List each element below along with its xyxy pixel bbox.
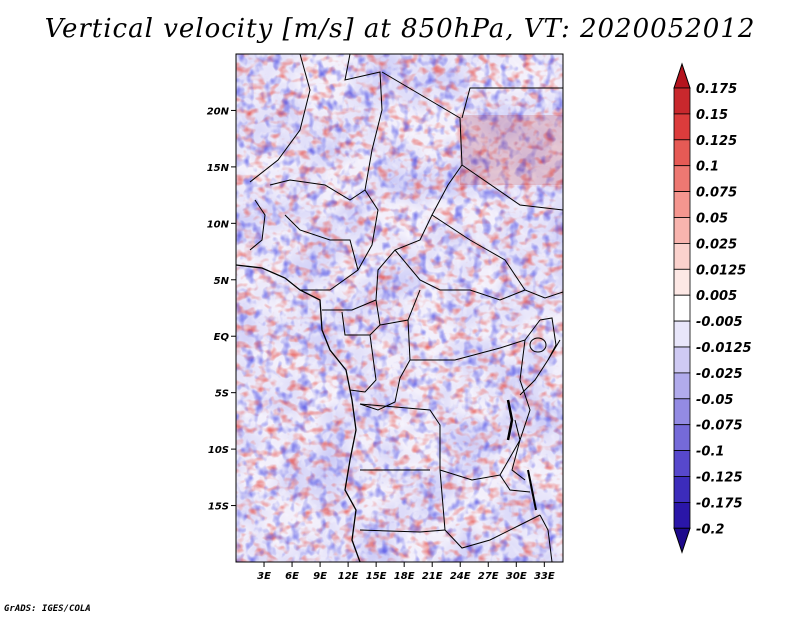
colorbar-label: 0.005 xyxy=(696,289,737,304)
y-tick-label: 20N xyxy=(207,106,230,117)
colorbar-swatch xyxy=(673,113,691,141)
colorbar: 0.175 0.15 0.125 0.1 0.075 0.05 0.025 0.0125 0.0… xyxy=(673,62,752,554)
colorbar-swatch xyxy=(673,346,691,374)
colorbar-swatch xyxy=(673,372,691,400)
colorbar-label: -0.0125 xyxy=(696,341,752,356)
x-tick-label: 12E xyxy=(338,571,359,582)
x-tick-label: 15E xyxy=(366,571,387,582)
grads-credit: GrADS: IGES/COLA xyxy=(4,604,91,614)
colorbar-swatch xyxy=(673,165,691,192)
x-tick-label: 3E xyxy=(257,571,271,582)
y-tick-label: 15N xyxy=(207,163,230,174)
colorbar-swatch xyxy=(673,217,691,244)
colorbar-swatch xyxy=(673,87,691,115)
colorbar-label: -0.075 xyxy=(696,419,743,434)
x-tick-label: 27E xyxy=(478,571,499,582)
x-tick-label: 9E xyxy=(313,571,327,582)
colorbar-swatch xyxy=(673,398,691,426)
y-tick-label: 15S xyxy=(208,502,229,513)
colorbar-swatch xyxy=(673,139,691,167)
colorbar-label: 0.05 xyxy=(696,212,728,227)
colorbar-label: -0.1 xyxy=(696,445,724,460)
lake-tanganyika xyxy=(506,399,514,441)
ne-strong-region xyxy=(460,115,563,185)
country-borders xyxy=(236,54,563,562)
colorbar-swatch xyxy=(673,294,691,322)
x-tick-label: 6E xyxy=(285,571,299,582)
colorbar-label: 0.0125 xyxy=(696,263,746,278)
colorbar-label: -0.005 xyxy=(696,315,743,330)
x-tick-label: 21E xyxy=(422,571,443,582)
y-tick-label: 5S xyxy=(215,389,229,400)
x-tick-label: 30E xyxy=(506,571,527,582)
y-tick-label: 5N xyxy=(214,276,230,287)
colorbar-label: -0.125 xyxy=(696,471,743,486)
colorbar-swatch xyxy=(673,501,691,529)
map-field xyxy=(236,54,563,562)
map-frame xyxy=(235,53,564,563)
colorbar-label: 0.1 xyxy=(696,160,719,175)
land-noise-white xyxy=(236,54,563,562)
x-tick-label: 33E xyxy=(534,571,555,582)
x-tick-label: 24E xyxy=(450,571,471,582)
colorbar-label: 0.175 xyxy=(696,82,737,97)
colorbar-top-arrow xyxy=(673,62,691,89)
colorbar-swatch xyxy=(673,191,691,218)
colorbar-swatch xyxy=(673,268,691,296)
axis-ticks: 3E 6E 9E 12E 15E 18E 21E 24E 27E 30E 33E 20N 15N 10N 5… xyxy=(207,106,555,582)
colorbar-swatch xyxy=(673,476,691,503)
colorbar-swatch xyxy=(673,450,691,477)
colorbar-swatch xyxy=(673,320,691,348)
colorbar-swatch xyxy=(673,242,691,270)
colorbar-label: -0.025 xyxy=(696,367,743,382)
lake-victoria xyxy=(529,337,547,353)
coastline xyxy=(236,264,361,562)
colorbar-label: 0.15 xyxy=(696,108,728,123)
y-tick-label: 10S xyxy=(208,445,229,456)
colorbar-label: 0.075 xyxy=(696,186,737,201)
colorbar-bottom-arrow xyxy=(673,527,691,554)
colorbar-label: 0.125 xyxy=(696,134,737,149)
colorbar-label: 0.025 xyxy=(696,237,737,252)
colorbar-swatch xyxy=(673,424,691,452)
y-tick-label: EQ xyxy=(214,332,230,343)
lake-malawi xyxy=(527,469,537,511)
y-tick-label: 10N xyxy=(207,219,230,230)
colorbar-label: -0.2 xyxy=(696,522,724,537)
chart-title: Vertical velocity [m/s] at 850hPa, VT: 2… xyxy=(44,14,756,44)
colorbar-label: -0.175 xyxy=(696,496,743,511)
colorbar-label: -0.05 xyxy=(696,393,733,408)
x-tick-label: 18E xyxy=(394,571,415,582)
